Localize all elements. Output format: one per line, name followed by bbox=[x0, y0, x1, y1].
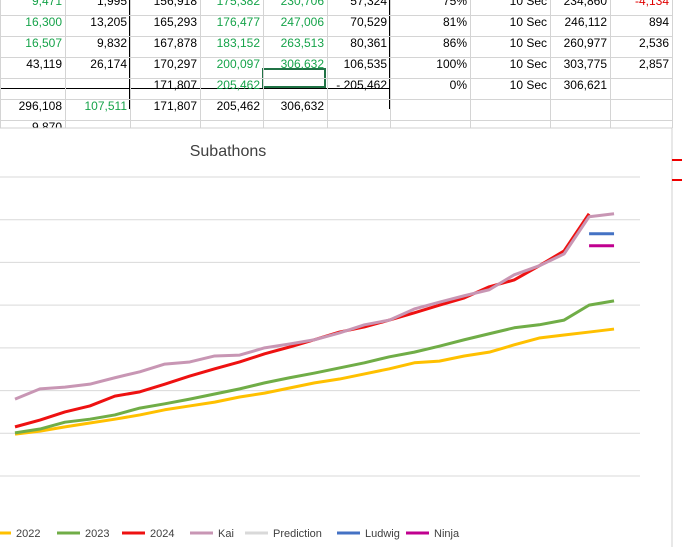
cell: 176,477 bbox=[216, 15, 260, 29]
grid-row-line bbox=[0, 15, 672, 16]
cell: 167,878 bbox=[153, 36, 197, 50]
cell: 306,621 bbox=[563, 78, 607, 92]
grid-row-line bbox=[0, 120, 672, 121]
cell: 10 Sec bbox=[509, 15, 547, 29]
cell: 247,006 bbox=[280, 15, 324, 29]
cell: 81% bbox=[442, 15, 467, 29]
legend-label: 2022 bbox=[16, 528, 40, 540]
legend-label: Kai bbox=[218, 528, 234, 540]
grid-row-line bbox=[0, 57, 672, 58]
grid-column-line bbox=[130, 0, 131, 128]
chart-title: Subathons bbox=[190, 143, 267, 160]
cell: 170,297 bbox=[153, 57, 197, 71]
cell: 205,462 bbox=[216, 78, 260, 92]
cell: 171,807 bbox=[153, 99, 197, 113]
cell: -4,134 bbox=[634, 0, 669, 8]
grid-column-line bbox=[0, 0, 1, 128]
legend-label: Prediction bbox=[273, 528, 322, 540]
cell: 205,462 bbox=[216, 99, 260, 113]
cell: 175,382 bbox=[216, 0, 260, 8]
cell: 70,529 bbox=[350, 15, 387, 29]
grid-column-line bbox=[327, 0, 328, 128]
cell: 10 Sec bbox=[509, 0, 547, 8]
grid-column-line bbox=[672, 0, 673, 128]
cell: 183,152 bbox=[216, 36, 260, 50]
grid-row-line bbox=[0, 99, 672, 100]
grid-row-line bbox=[0, 78, 672, 79]
grid-column-line bbox=[263, 0, 264, 128]
cell: 75% bbox=[442, 0, 467, 8]
cell: 10 Sec bbox=[509, 57, 547, 71]
grid-column-line bbox=[390, 0, 391, 128]
cell: 234,860 bbox=[563, 0, 607, 8]
grid-column-line bbox=[65, 0, 66, 128]
cell: 100% bbox=[436, 57, 467, 71]
cell: 200,097 bbox=[216, 57, 260, 71]
cell: 10 Sec bbox=[509, 36, 547, 50]
cell: 263,513 bbox=[280, 36, 324, 50]
cell: 156,918 bbox=[153, 0, 197, 8]
cell: 26,174 bbox=[90, 57, 127, 71]
cell: 9,471 bbox=[31, 0, 62, 8]
cell: 171,807 bbox=[153, 78, 197, 92]
cell: 1,995 bbox=[96, 0, 127, 8]
cell: 246,112 bbox=[564, 15, 608, 29]
cell: 306,632 bbox=[280, 99, 324, 113]
cell: 2,857 bbox=[638, 57, 669, 71]
grid-column-line bbox=[550, 0, 551, 128]
series-line bbox=[14, 327, 615, 436]
cell: 0% bbox=[449, 78, 467, 92]
cell: 57,324 bbox=[350, 0, 387, 8]
legend-label: Ninja bbox=[434, 528, 460, 540]
cell: 230,706 bbox=[280, 0, 324, 8]
series-line bbox=[14, 212, 615, 401]
cell: 16,300 bbox=[25, 15, 62, 29]
cell: 165,293 bbox=[153, 15, 197, 29]
row-border bbox=[0, 88, 390, 89]
cell: 106,535 bbox=[343, 57, 387, 71]
cell: 894 bbox=[648, 15, 669, 29]
cell: 86% bbox=[442, 36, 467, 50]
cell: 306,632 bbox=[280, 57, 324, 71]
cell: 80,361 bbox=[350, 36, 387, 50]
cell: 107,511 bbox=[84, 99, 128, 113]
legend-label: Ludwig bbox=[365, 528, 400, 540]
cell: 260,977 bbox=[563, 36, 607, 50]
cell: 13,205 bbox=[90, 15, 127, 29]
cell: 9,832 bbox=[96, 36, 127, 50]
grid-column-line bbox=[610, 0, 611, 128]
cell: 10 Sec bbox=[509, 78, 547, 92]
cell: 43,119 bbox=[26, 57, 62, 71]
legend-label: 2024 bbox=[150, 528, 174, 540]
cell: 303,775 bbox=[563, 57, 607, 71]
grid-row-line bbox=[0, 36, 672, 37]
grid-column-line bbox=[200, 0, 201, 128]
legend-label: 2023 bbox=[85, 528, 109, 540]
cell: 2,536 bbox=[638, 36, 669, 50]
grid-column-line bbox=[470, 0, 471, 128]
chart-area bbox=[0, 127, 673, 547]
cell: - 205,462 bbox=[336, 78, 387, 92]
cell: 16,507 bbox=[25, 36, 62, 50]
series-line bbox=[14, 299, 615, 435]
cell: 296,108 bbox=[18, 99, 62, 113]
